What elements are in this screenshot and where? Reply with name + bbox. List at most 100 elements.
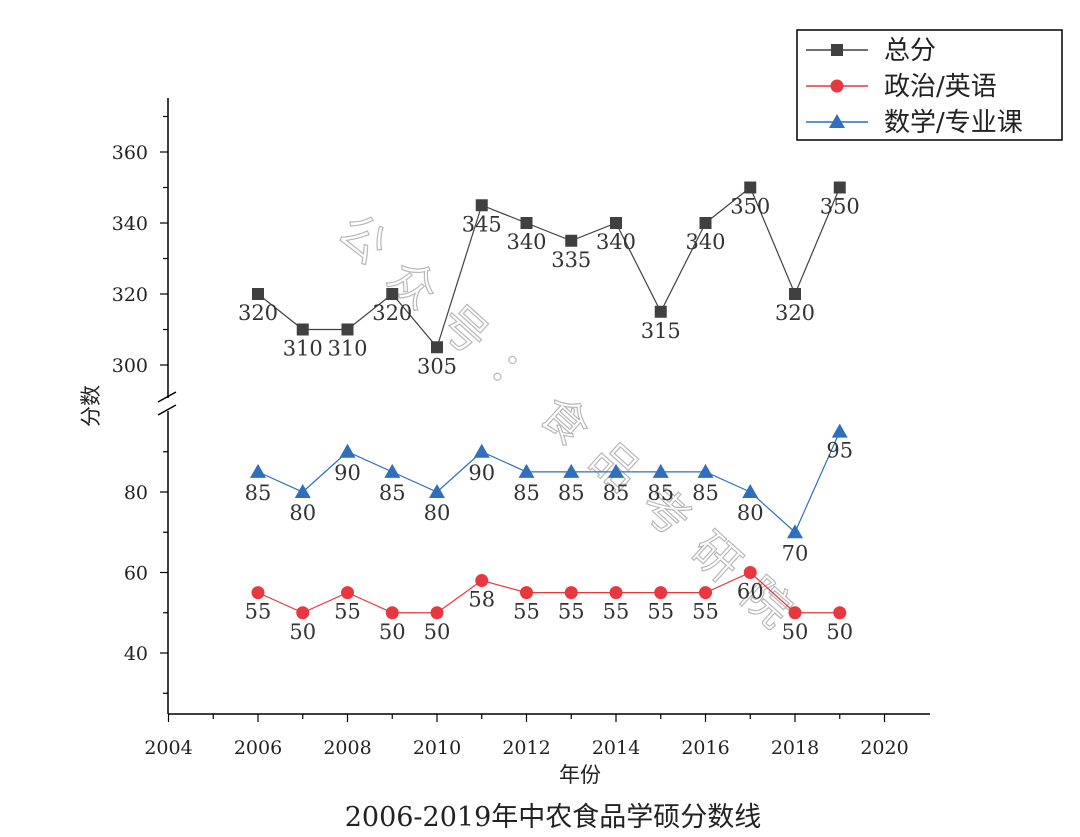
legend-marker-total	[831, 44, 843, 56]
data-point-total	[475, 199, 488, 212]
data-label-total: 340	[506, 230, 546, 254]
series-politics-english	[251, 566, 847, 620]
series-line-total	[257, 186, 841, 349]
data-label-politics-english: 55	[603, 600, 630, 624]
data-point-politics-english	[520, 586, 533, 600]
x-tick-label: 2012	[502, 737, 550, 759]
data-point-politics-english	[385, 606, 399, 620]
data-point-math-major	[429, 484, 445, 498]
data-label-total: 310	[283, 337, 323, 361]
data-label-total: 350	[730, 195, 770, 219]
data-point-total	[386, 288, 399, 300]
data-label-politics-english: 55	[558, 600, 585, 624]
y-tick-label: 40	[124, 643, 148, 665]
legend-marker-politics-english	[830, 79, 844, 93]
data-label-math-major: 85	[558, 481, 585, 505]
x-tick-label: 2018	[771, 737, 819, 759]
data-label-math-major: 85	[379, 481, 406, 505]
data-label-politics-english: 60	[737, 580, 764, 604]
data-label-politics-english: 50	[379, 620, 406, 644]
data-label-math-major: 85	[647, 481, 674, 505]
data-point-total	[341, 323, 354, 336]
x-tick-label: 2008	[323, 737, 371, 759]
data-label-politics-english: 55	[245, 600, 272, 624]
series-line-politics-english	[257, 571, 840, 614]
data-point-total	[789, 288, 801, 300]
data-point-total	[520, 217, 533, 229]
data-point-math-major	[339, 443, 356, 458]
legend-marker-math-major	[829, 114, 845, 128]
x-tick-label: 2004	[144, 737, 192, 759]
data-label-total: 315	[641, 319, 681, 343]
series-group	[250, 181, 848, 620]
data-label-math-major: 70	[782, 541, 809, 565]
data-point-politics-english	[654, 586, 668, 600]
data-label-total: 340	[596, 230, 636, 254]
data-label-politics-english: 50	[289, 620, 316, 644]
data-point-politics-english	[788, 606, 802, 620]
y-tick-label: 320	[112, 284, 148, 306]
data-label-total: 320	[775, 301, 815, 325]
axis-break-mark	[157, 404, 177, 416]
data-point-politics-english	[743, 566, 757, 579]
data-label-math-major: 80	[289, 501, 316, 525]
y-tick-label: 300	[112, 355, 148, 377]
data-label-politics-english: 55	[334, 600, 361, 624]
data-label-total: 335	[551, 248, 591, 272]
data-label-math-major: 90	[334, 461, 361, 485]
data-point-politics-english	[699, 586, 712, 600]
legend-label-politics-english: 政治/英语	[884, 72, 997, 102]
data-label-math-major: 80	[737, 501, 764, 525]
series-math-major	[250, 423, 848, 539]
axis-break-mark	[157, 391, 177, 403]
data-point-total	[654, 305, 667, 318]
data-label-total: 340	[685, 230, 725, 254]
data-label-politics-english: 55	[692, 600, 719, 624]
chart-title: 2006-2019年中农食品学硕分数线	[345, 802, 762, 833]
legend-label-math-major: 数学/专业课	[884, 108, 1023, 138]
y-tick-label: 360	[112, 142, 148, 164]
data-label-math-major: 85	[245, 481, 272, 505]
data-point-politics-english	[430, 606, 444, 620]
series-total	[252, 181, 846, 354]
x-axis-title: 年份	[559, 763, 601, 787]
data-point-total	[699, 217, 712, 229]
data-point-politics-english	[833, 606, 847, 620]
data-point-math-major	[831, 423, 848, 438]
data-point-math-major	[518, 463, 535, 478]
data-point-math-major	[652, 463, 669, 478]
data-label-math-major: 95	[826, 439, 853, 463]
x-tick-label: 2010	[413, 737, 461, 759]
data-point-math-major	[473, 443, 490, 458]
data-label-math-major: 85	[603, 481, 630, 505]
data-label-politics-english: 50	[826, 620, 853, 644]
legend-label-total: 总分	[884, 36, 936, 66]
y-tick-label: 340	[112, 213, 148, 235]
data-point-math-major	[563, 463, 580, 478]
data-label-politics-english: 55	[513, 600, 540, 624]
data-point-total	[744, 181, 757, 194]
data-label-total: 305	[417, 354, 457, 378]
data-label-total: 320	[238, 301, 278, 325]
data-point-math-major	[697, 463, 714, 478]
x-tick-label: 2016	[681, 737, 729, 759]
data-point-math-major	[742, 484, 759, 498]
data-label-total: 320	[372, 301, 412, 325]
data-label-total: 350	[820, 195, 860, 219]
data-point-total	[610, 217, 622, 229]
y-tick-label: 60	[124, 563, 148, 585]
data-label-politics-english: 50	[782, 620, 809, 644]
data-label-politics-english: 55	[647, 600, 674, 624]
data-point-politics-english	[341, 586, 354, 600]
data-point-politics-english	[475, 574, 489, 588]
data-point-total	[252, 288, 264, 300]
y-tick-label: 80	[124, 482, 148, 504]
data-point-total	[296, 323, 309, 336]
data-point-politics-english	[251, 586, 265, 600]
x-tick-label: 2014	[592, 737, 640, 759]
data-label-total: 310	[327, 337, 367, 361]
data-point-math-major	[787, 524, 803, 539]
x-tick-label: 2006	[234, 737, 282, 759]
data-label-politics-english: 58	[468, 588, 495, 612]
